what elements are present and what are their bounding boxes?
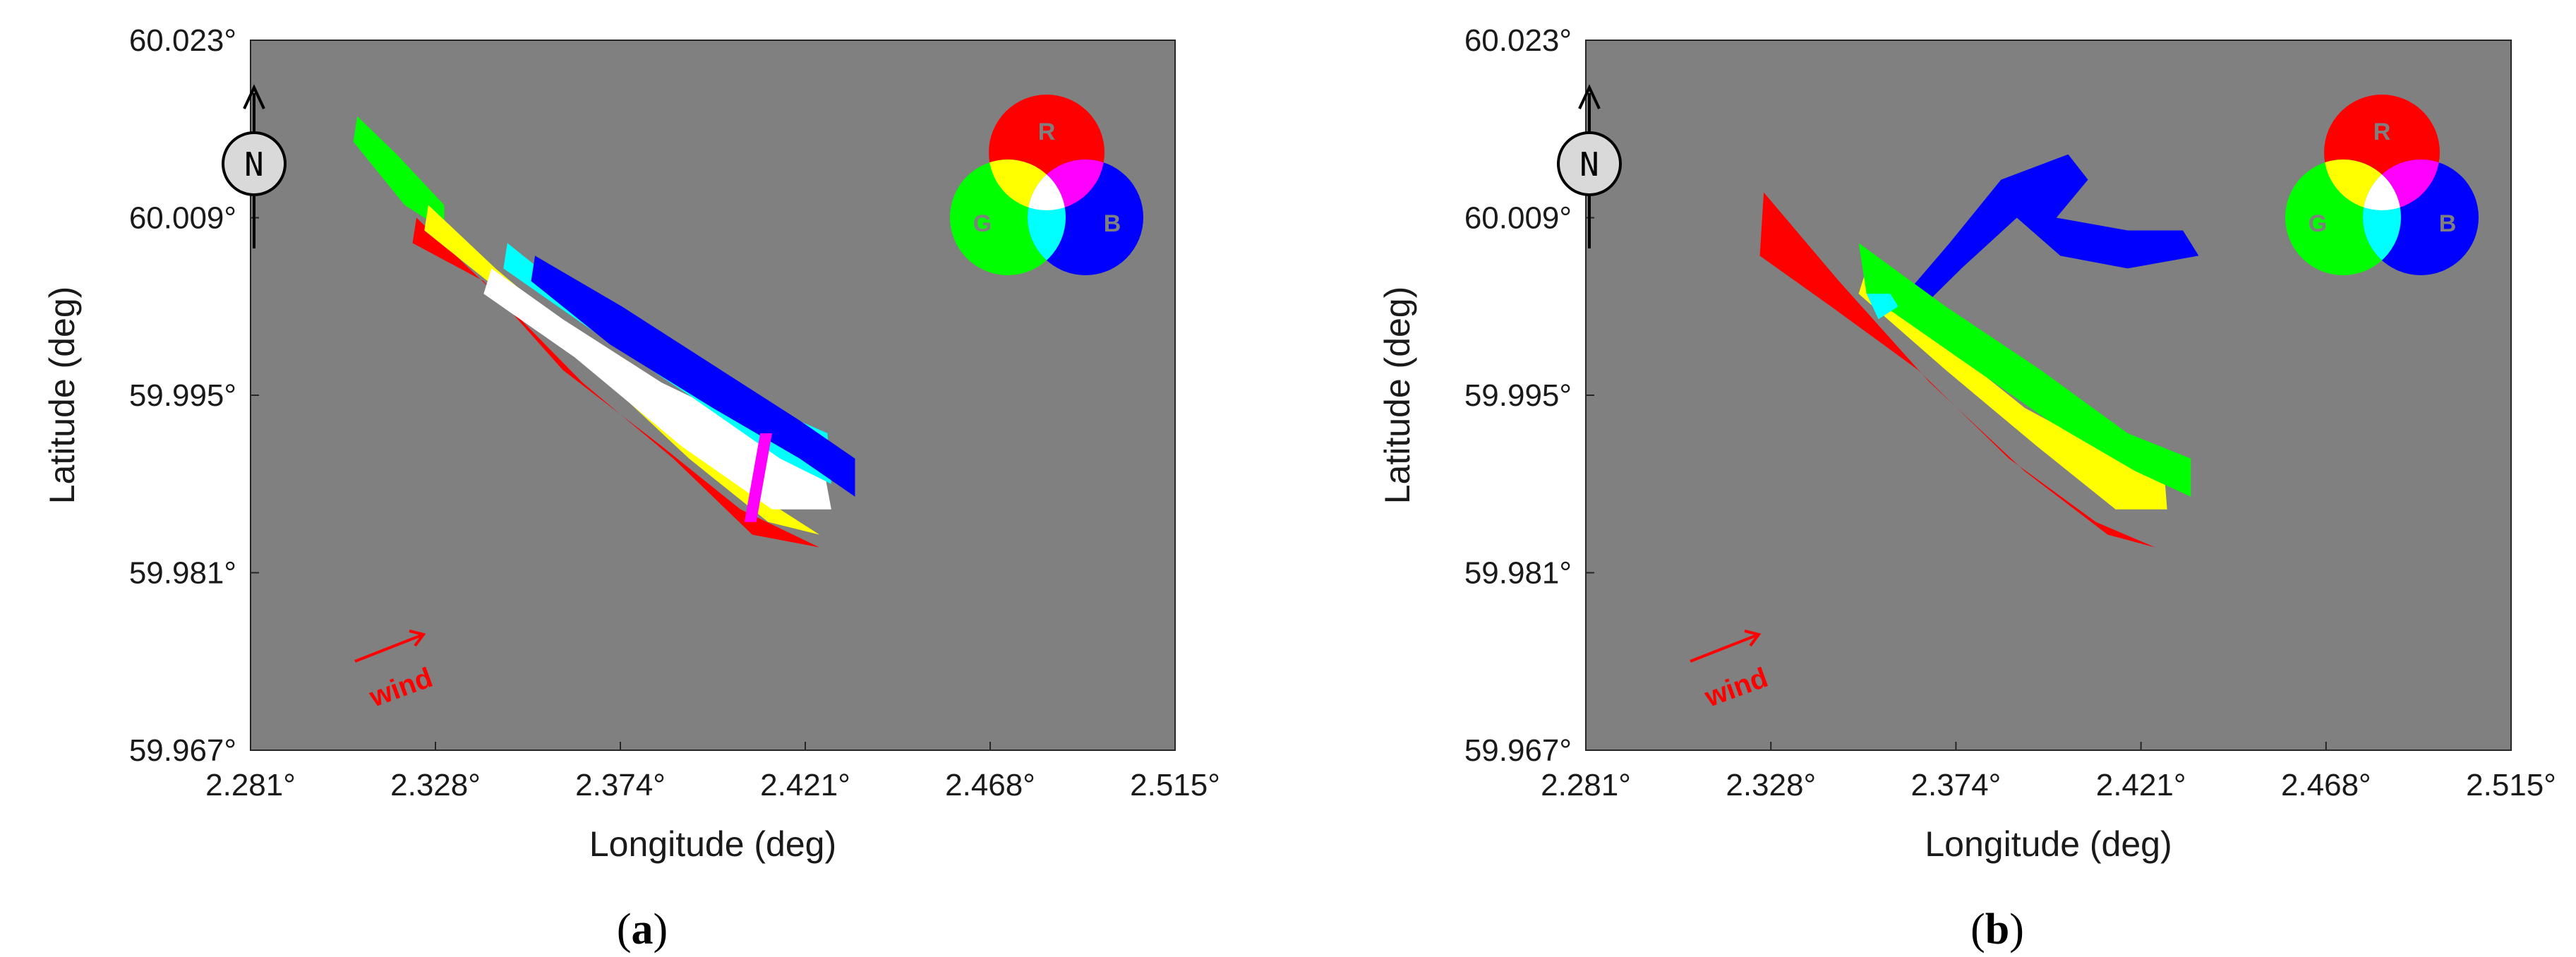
y-tick-label: 59.995° (129, 378, 236, 413)
x-axis-label: Longitude (deg) (1925, 824, 2172, 864)
legend-b-label: B (2439, 210, 2457, 237)
region-green (1858, 243, 2191, 497)
y-axis-label: Latitude (deg) (42, 287, 82, 505)
x-tick-label: 2.328° (1726, 768, 1816, 802)
x-tick-label: 2.468° (945, 768, 1035, 802)
region-yellow (1858, 268, 2167, 510)
region-cyan (1866, 294, 1898, 320)
panel-b: 2.281° 2.328° 2.374° 2.421° 2.468° 2.515° 60.0… (1288, 0, 2576, 957)
region-white (483, 268, 831, 510)
y-tick-label: 59.967° (129, 733, 236, 768)
legend-g-label: G (2309, 210, 2327, 237)
caption-a: (a) (616, 905, 668, 953)
x-tick-label: 2.515° (1130, 768, 1220, 802)
caption-b: (b) (1970, 905, 2024, 953)
y-tick-label: 59.995° (1464, 378, 1572, 413)
y-tick-label: 59.981° (129, 556, 236, 591)
region-green (353, 116, 445, 231)
north-label: N (244, 145, 264, 183)
x-tick-label: 2.328° (390, 768, 481, 802)
y-tick-label: 59.967° (1464, 733, 1572, 768)
legend-r-label: R (2373, 119, 2391, 145)
legend-b-label: B (1104, 210, 1121, 237)
x-tick-label: 2.515° (2466, 768, 2556, 802)
x-tick-label: 2.374° (1911, 768, 2002, 802)
legend-g-label: G (973, 210, 992, 237)
legend-r-label: R (1038, 119, 1056, 145)
rgb-legend: R G B (950, 95, 1143, 275)
north-label: N (1579, 145, 1599, 183)
north-arrow-icon: N (1557, 84, 1622, 248)
x-axis-label: Longitude (deg) (589, 824, 836, 864)
chart-b: 2.281° 2.328° 2.374° 2.421° 2.468° 2.515° 60.0… (1378, 23, 2556, 864)
y-tick-label: 60.009° (129, 201, 236, 236)
region-blue (1906, 154, 2199, 320)
y-tick-label: 60.009° (1464, 201, 1572, 236)
chart-a: 2.281° 2.328° 2.374° 2.421° 2.468° 2.515° 60.0… (42, 23, 1220, 864)
y-axis-label: Latitude (deg) (1378, 287, 1417, 505)
x-tick-label: 2.374° (575, 768, 666, 802)
region-blue (531, 255, 855, 497)
x-tick-label: 2.468° (2281, 768, 2371, 802)
y-tick-label: 60.023° (129, 23, 236, 58)
y-tick-label: 60.023° (1464, 23, 1572, 58)
region-magenta (744, 433, 772, 522)
y-tick-label: 59.981° (1464, 556, 1572, 591)
x-tick-label: 2.421° (2096, 768, 2186, 802)
rgb-legend: R G B (2285, 95, 2479, 275)
x-tick-label: 2.281° (205, 768, 296, 802)
x-tick-label: 2.421° (760, 768, 850, 802)
x-tick-label: 2.281° (1541, 768, 1631, 802)
panel-a: 2.281° 2.328° 2.374° 2.421° 2.468° 2.515° 60.0… (42, 23, 1220, 953)
north-arrow-icon: N (222, 84, 287, 248)
